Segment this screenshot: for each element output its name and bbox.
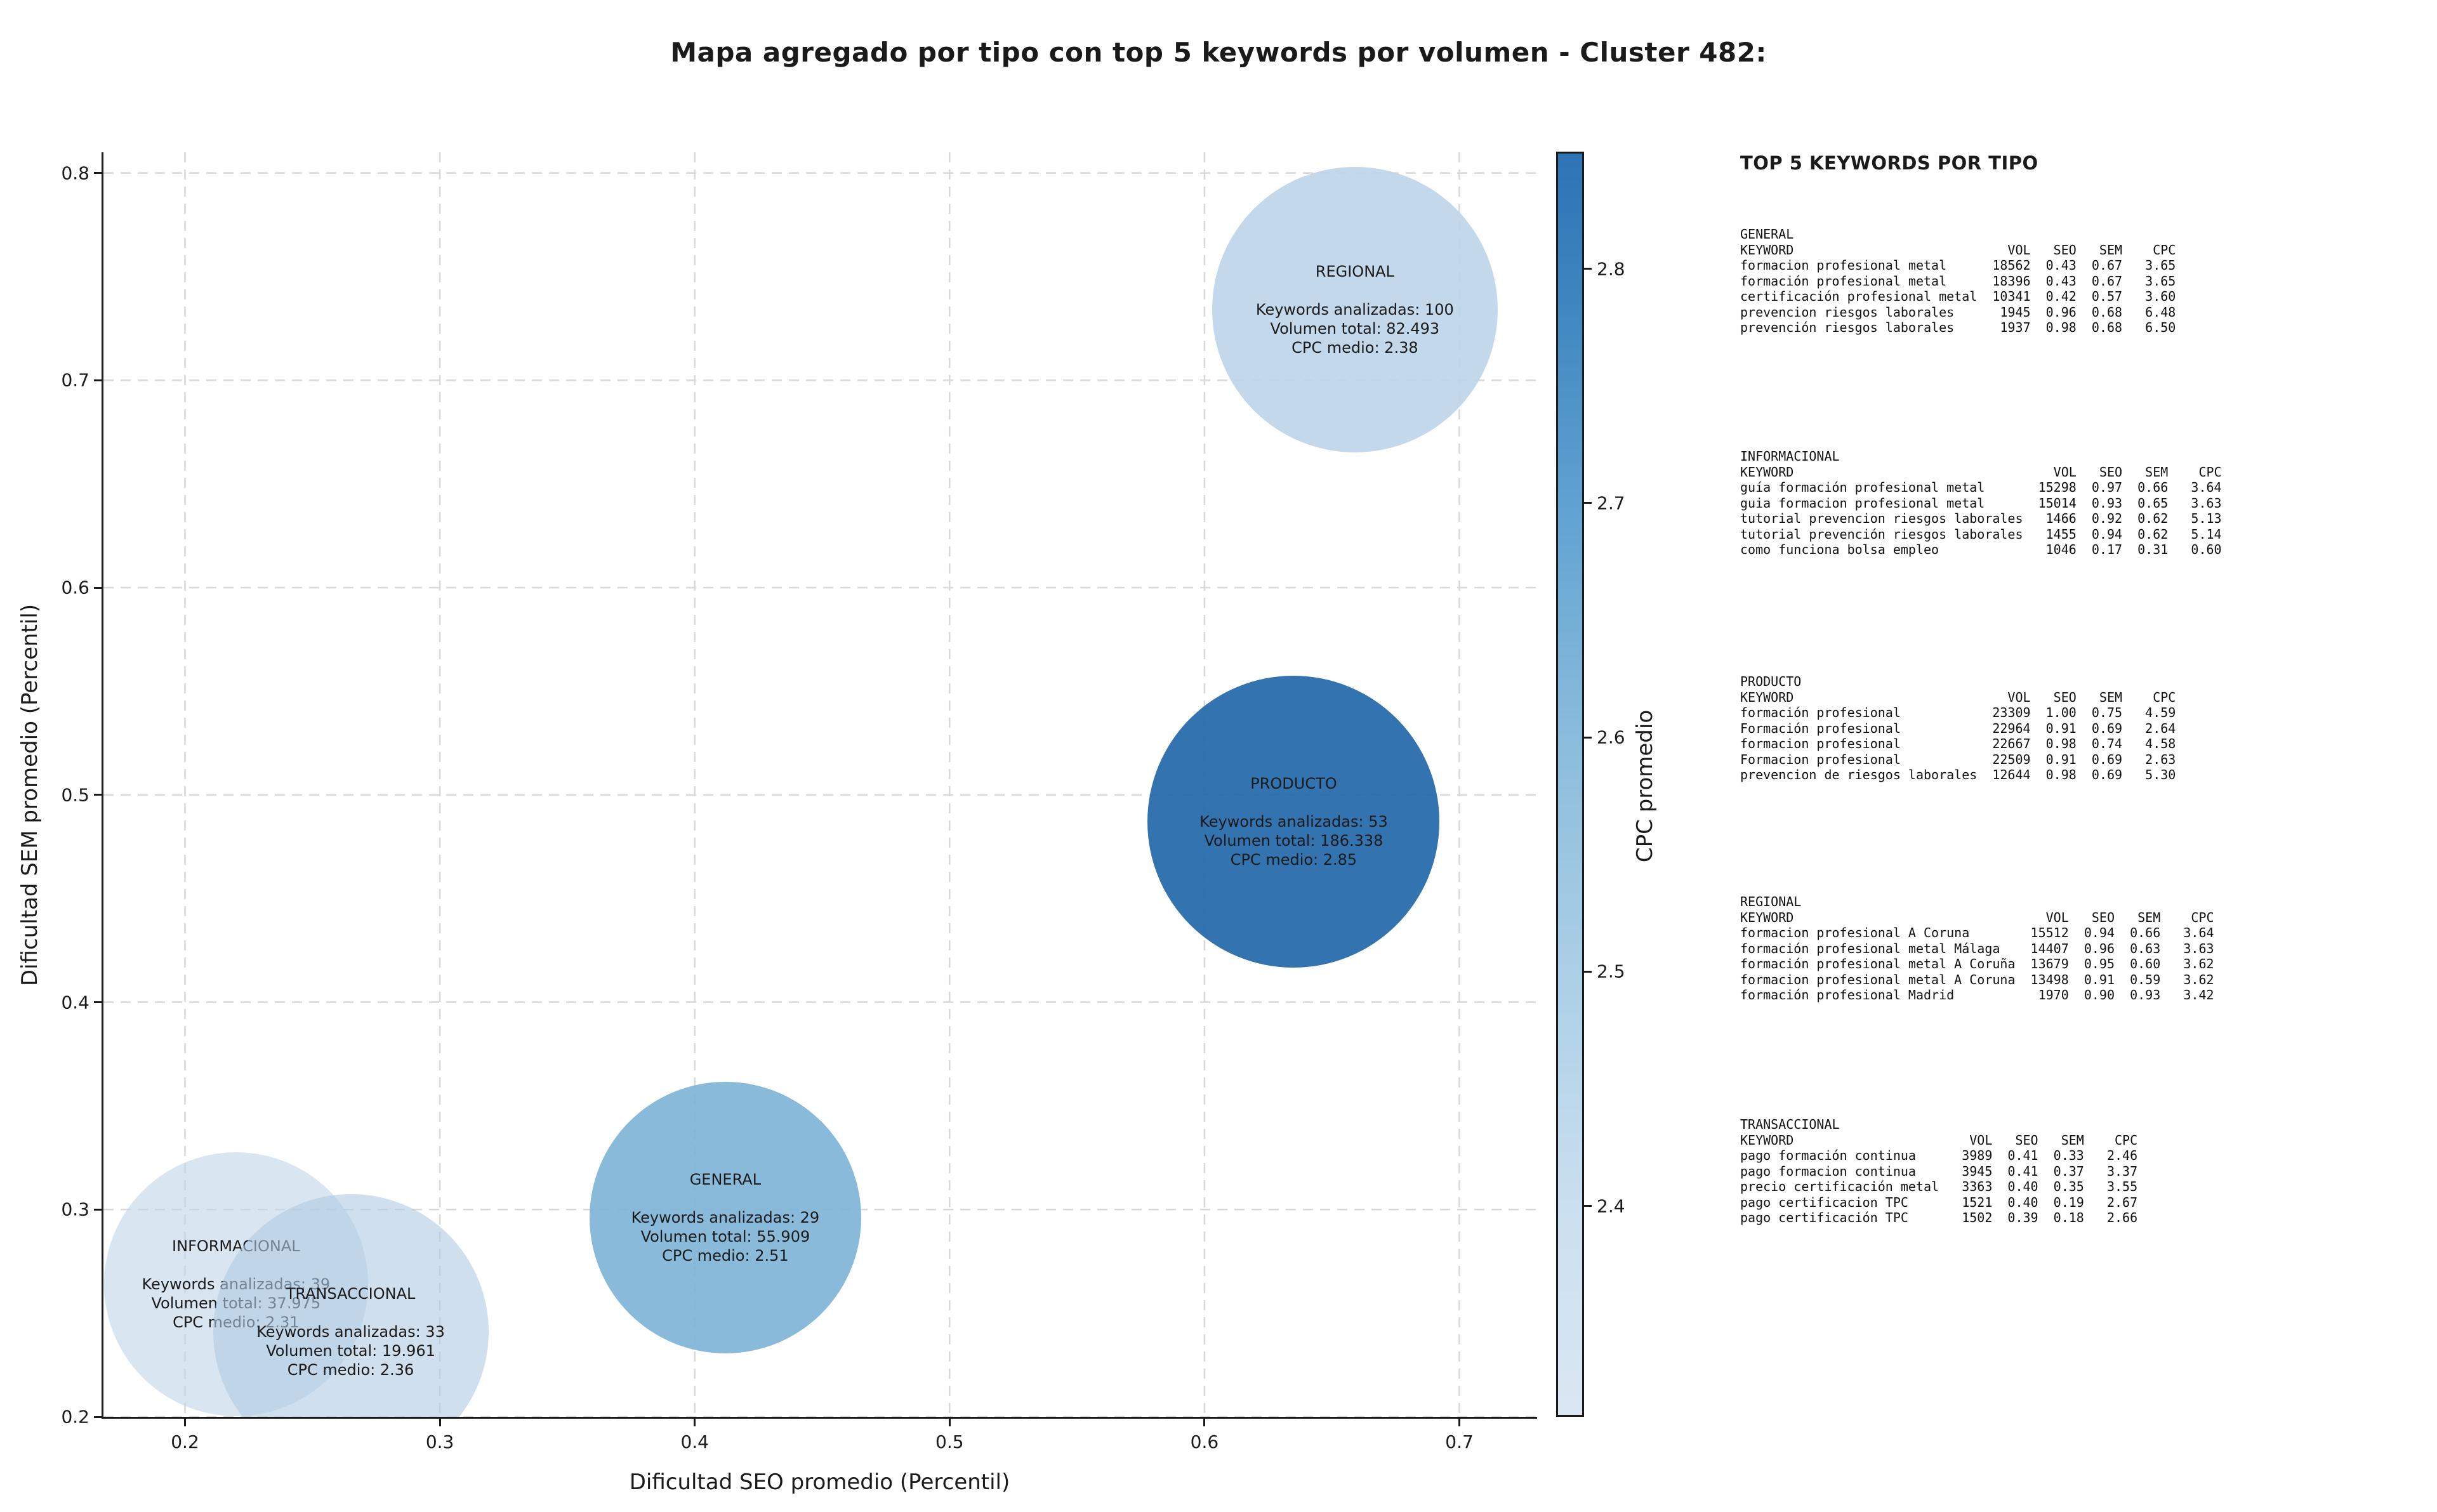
bubble-cpc-mean: CPC medio: 2.85 [1230, 851, 1357, 869]
bubble-label-gap [1199, 793, 1388, 812]
y-tick-mark [94, 172, 102, 174]
y-axis-label: Dificultad SEM promedio (Percentil) [17, 603, 43, 987]
bubble-label: TRANSACCIONAL Keywords analizadas: 33 Volu… [256, 1284, 445, 1379]
x-tick-mark [1458, 1419, 1461, 1426]
colorbar-tick-label: 2.6 [1597, 726, 1625, 748]
bubble-keywords-count: Keywords analizadas: 33 [256, 1323, 445, 1341]
y-tick-label: 0.3 [61, 1199, 89, 1220]
colorbar [1556, 152, 1584, 1417]
bubble-general: GENERAL Keywords analizadas: 29 Volumen to… [589, 1082, 861, 1354]
chart-title: Mapa agregado por tipo con top 5 keyword… [670, 37, 1767, 68]
bubble-type-name: GENERAL [689, 1171, 762, 1189]
bubble-keywords-count: Keywords analizadas: 53 [1199, 813, 1388, 831]
y-tick-label: 0.5 [61, 784, 89, 806]
colorbar-tick-label: 2.8 [1597, 258, 1625, 280]
x-tick-mark [439, 1419, 441, 1426]
bubble-label-gap [631, 1189, 820, 1208]
colorbar-tick-label: 2.7 [1597, 492, 1625, 514]
y-tick-mark [94, 1208, 102, 1211]
x-tick-mark [184, 1419, 186, 1426]
bubble-label: GENERAL Keywords analizadas: 29 Volumen to… [631, 1170, 820, 1265]
x-axis-label: Dificultad SEO promedio (Percentil) [629, 1469, 1010, 1495]
bubble-label: PRODUCTO Keywords analizadas: 53 Volumen t… [1199, 774, 1388, 869]
bubble-label-gap [1256, 281, 1454, 300]
y-tick-mark [94, 379, 102, 381]
y-tick-label: 0.6 [61, 577, 89, 598]
y-tick-mark [94, 1001, 102, 1004]
bubble-cpc-mean: CPC medio: 2.51 [662, 1247, 789, 1265]
y-tick-mark [94, 586, 102, 589]
bubble-volume-total: Volumen total: 19.961 [266, 1342, 435, 1360]
bubble-cpc-mean: CPC medio: 2.38 [1291, 339, 1418, 357]
bubble-label: REGIONAL Keywords analizadas: 100 Volumen … [1256, 262, 1454, 357]
bubble-type-name: PRODUCTO [1250, 775, 1337, 793]
bubble-volume-total: Volumen total: 82.493 [1270, 320, 1440, 338]
y-tick-label: 0.2 [61, 1406, 89, 1428]
colorbar-tick-label: 2.5 [1597, 961, 1625, 982]
x-tick-label: 0.6 [1190, 1431, 1219, 1452]
y-tick-mark [94, 794, 102, 796]
bubble-type-name: REGIONAL [1315, 263, 1394, 281]
colorbar-tick-mark [1584, 502, 1592, 504]
panel-title: TOP 5 KEYWORDS POR TIPO [1740, 152, 2038, 174]
colorbar-label: CPC promedio [1632, 709, 1658, 863]
plot-area: REGIONAL Keywords analizadas: 100 Volumen … [103, 152, 1536, 1417]
keyword-section-general: GENERAL KEYWORD VOL SEO SEM CPC formacio… [1740, 227, 2176, 335]
y-tick-label: 0.4 [61, 992, 89, 1013]
colorbar-tick-mark [1584, 970, 1592, 973]
bubble-type-name: TRANSACCIONAL [286, 1285, 416, 1303]
colorbar-tick-mark [1584, 268, 1592, 270]
keyword-section-informacional: INFORMACIONAL KEYWORD VOL SEO SEM CPC gu… [1740, 449, 2222, 557]
keyword-section-producto: PRODUCTO KEYWORD VOL SEO SEM CPC formaci… [1740, 674, 2176, 782]
x-axis-spine [102, 1417, 1537, 1419]
bubble-volume-total: Volumen total: 186.338 [1204, 832, 1384, 850]
bubble-keywords-count: Keywords analizadas: 100 [1255, 301, 1454, 319]
bubble-cpc-mean: CPC medio: 2.36 [287, 1361, 414, 1379]
y-axis-spine [102, 152, 103, 1419]
x-tick-label: 0.7 [1445, 1431, 1474, 1452]
colorbar-tick-label: 2.4 [1597, 1195, 1625, 1217]
y-tick-mark [94, 1416, 102, 1418]
x-tick-label: 0.3 [425, 1431, 454, 1452]
keyword-section-transaccional: TRANSACCIONAL KEYWORD VOL SEO SEM CPC pa… [1740, 1117, 2138, 1225]
x-tick-mark [948, 1419, 951, 1426]
keyword-section-regional: REGIONAL KEYWORD VOL SEO SEM CPC formaci… [1740, 894, 2214, 1003]
x-tick-label: 0.5 [935, 1431, 964, 1452]
bubble-regional: REGIONAL Keywords analizadas: 100 Volumen … [1212, 167, 1498, 453]
bubble-transaccional: TRANSACCIONAL Keywords analizadas: 33 Volu… [213, 1194, 489, 1417]
bubble-keywords-count: Keywords analizadas: 29 [631, 1209, 820, 1227]
x-tick-label: 0.2 [171, 1431, 199, 1452]
bubble-label-gap [256, 1303, 445, 1322]
colorbar-tick-mark [1584, 736, 1592, 739]
x-tick-mark [694, 1419, 696, 1426]
colorbar-tick-mark [1584, 1205, 1592, 1207]
bubble-producto: PRODUCTO Keywords analizadas: 53 Volumen t… [1147, 676, 1440, 968]
bubble-volume-total: Volumen total: 55.909 [640, 1228, 810, 1246]
y-tick-label: 0.7 [61, 369, 89, 391]
x-tick-mark [1203, 1419, 1206, 1426]
x-tick-label: 0.4 [680, 1431, 709, 1452]
y-tick-label: 0.8 [61, 162, 89, 184]
